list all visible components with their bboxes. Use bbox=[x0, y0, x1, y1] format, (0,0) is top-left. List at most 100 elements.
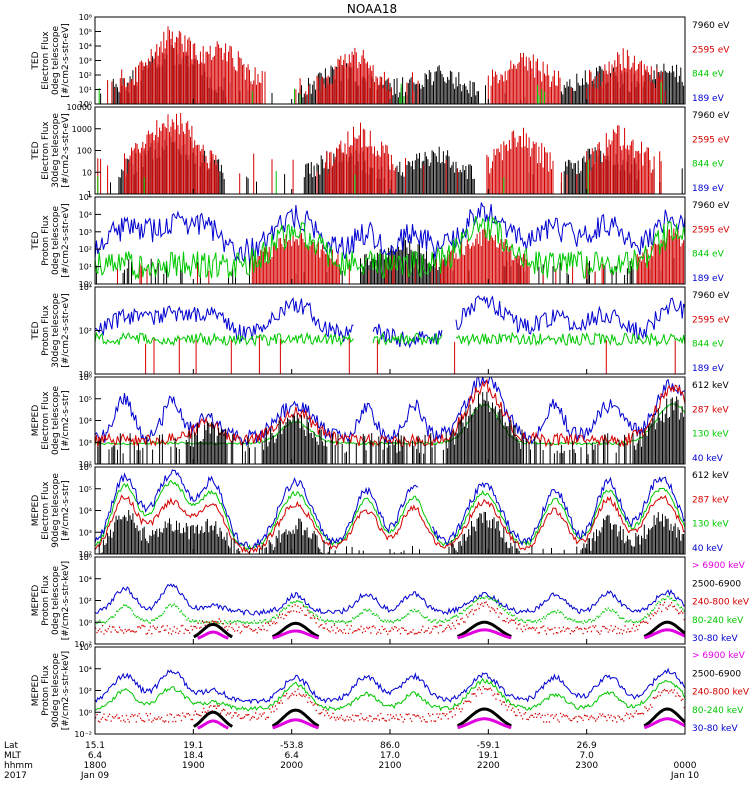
y-axis-label-line: 30deg telescope bbox=[51, 113, 61, 188]
series-2595-ev bbox=[107, 26, 666, 104]
y-axis-label-line: 30deg telescope bbox=[51, 293, 61, 368]
y-axis-label: MEPEDProton Flux0deg telescope[#/cm2-s-s… bbox=[31, 561, 71, 640]
legend-entry: 844 eV bbox=[692, 70, 725, 80]
panel-plot-area bbox=[95, 667, 685, 730]
y-tick-label: 10⁶ bbox=[79, 373, 92, 382]
series-844-ev bbox=[95, 331, 685, 348]
y-tick-label: 10⁴ bbox=[79, 210, 92, 219]
y-tick-label: 10⁰ bbox=[79, 370, 92, 379]
y-tick-label: 10⁰ bbox=[79, 708, 92, 717]
y-axis-label-line: Electron Flux bbox=[41, 481, 51, 540]
y-axis-label-line: TED bbox=[31, 231, 41, 250]
series--6900-kev-hump bbox=[197, 719, 229, 730]
series--6900-kev-hump bbox=[197, 630, 229, 640]
orbit-mlt-value: 6.4 bbox=[285, 751, 300, 761]
x-tick-label: 2100 bbox=[379, 761, 402, 771]
panel-plot-area bbox=[95, 583, 685, 640]
legend-entry: 189 eV bbox=[692, 94, 725, 104]
series-2500-6900-hump bbox=[193, 710, 233, 728]
panel-plot-area bbox=[97, 113, 683, 194]
orbit-lat-value: 26.9 bbox=[577, 741, 597, 751]
y-axis-label-line: [#/cm2-s-str-eV] bbox=[61, 23, 71, 98]
x-tick-date: Jan 09 bbox=[80, 771, 109, 781]
orbit-mlt-value: 19.1 bbox=[478, 751, 498, 761]
series-240-800-kev bbox=[95, 686, 685, 723]
y-tick-label: 10⁴ bbox=[79, 575, 92, 584]
legend-entry: 30-80 keV bbox=[692, 724, 738, 734]
orbit-row-label: 2017 bbox=[4, 771, 27, 781]
series--6900-kev-hump bbox=[643, 628, 685, 640]
x-tick-label: 0000 bbox=[674, 761, 697, 771]
series--6900-kev-hump bbox=[643, 717, 685, 730]
y-tick-label: 10² bbox=[79, 327, 92, 336]
panel-ted-electron-0deg: 10⁰ 10¹ 10² 10³ 10⁴ 10⁵ 10⁶ TEDElectron Flux0de… bbox=[31, 13, 730, 109]
legend-entry: 612 keV bbox=[692, 471, 729, 481]
series-2500-6900-hump bbox=[643, 707, 685, 728]
y-tick-label: 10² bbox=[79, 460, 92, 469]
legend-entry: 844 eV bbox=[692, 340, 725, 350]
y-tick-label: 10⁵ bbox=[79, 395, 92, 404]
panel-ted-proton-30deg: 10⁰ 10² 10⁴ TEDProton Flux30deg telescope[#… bbox=[31, 283, 730, 379]
y-axis-label-line: [#/cm2-s-str-eV] bbox=[61, 113, 71, 188]
y-axis-label-line: Electron Flux bbox=[41, 121, 51, 180]
series-2500-6900-hump bbox=[271, 708, 320, 728]
y-tick-label: 10⁶ bbox=[79, 643, 92, 652]
legend-entry: 189 eV bbox=[692, 274, 725, 284]
y-axis-label-line: Proton Flux bbox=[41, 575, 51, 626]
legend-entry: 287 keV bbox=[692, 495, 729, 505]
orbit-row-label: Lat bbox=[4, 741, 19, 751]
legend-entry: 2595 eV bbox=[692, 45, 730, 55]
panel-plot-area bbox=[95, 469, 685, 554]
y-tick-label: 1000 bbox=[72, 125, 92, 134]
y-tick-label: 10⁻² bbox=[74, 640, 92, 649]
series-2500-6900-hump bbox=[456, 707, 512, 728]
legend-entry: 7960 eV bbox=[692, 291, 730, 301]
series-2500-6900-hump bbox=[456, 620, 512, 638]
orbit-row-label: MLT bbox=[4, 751, 22, 761]
series-30-80-kev bbox=[95, 667, 685, 705]
series-2595-ev bbox=[117, 228, 685, 284]
y-tick-label: 10² bbox=[79, 550, 92, 559]
y-axis-label-line: [#/cm2-s-str-eV] bbox=[61, 203, 71, 278]
legend-entry: 189 eV bbox=[692, 184, 725, 194]
y-axis-label-line: [#/cm2-s-str-keV] bbox=[61, 651, 71, 730]
y-tick-label: 10² bbox=[79, 597, 92, 606]
y-axis-label-line: 0deg telescope bbox=[51, 566, 61, 636]
y-tick-label: 10¹ bbox=[79, 86, 92, 95]
series-2595-ev bbox=[145, 334, 676, 374]
series-80-240-kev bbox=[95, 595, 685, 625]
chart-title: NOAA18 bbox=[347, 2, 397, 16]
y-tick-label: 10⁻² bbox=[74, 730, 92, 739]
legend-entry: 130 keV bbox=[692, 430, 729, 440]
x-tick-label: 2200 bbox=[477, 761, 500, 771]
series-2500-6900-hump bbox=[271, 621, 320, 639]
y-tick-label: 10⁵ bbox=[79, 28, 92, 37]
orbit-lat-value: 15.1 bbox=[85, 741, 105, 751]
legend-entry: 40 keV bbox=[692, 544, 724, 554]
legend-entry: 287 keV bbox=[692, 405, 729, 415]
y-axis-label-line: 0deg telescope bbox=[51, 26, 61, 96]
y-axis-label-line: Electron Flux bbox=[41, 391, 51, 450]
y-axis-label-line: 90deg telescope bbox=[51, 653, 61, 728]
y-tick-label: 10⁴ bbox=[79, 42, 92, 51]
legend-entry: 7960 eV bbox=[692, 201, 730, 211]
series--6900-kev-hump bbox=[457, 628, 512, 640]
y-axis-label-line: MEPED bbox=[31, 405, 41, 437]
series-240-800-kev bbox=[95, 601, 685, 635]
y-tick-label: 10⁴ bbox=[79, 665, 92, 674]
y-tick-label: 10⁴ bbox=[79, 507, 92, 516]
y-tick-label: 10² bbox=[79, 71, 92, 80]
y-tick-label: 1 bbox=[87, 190, 92, 199]
orbit-lat-value: 19.1 bbox=[183, 741, 203, 751]
panel-ted-proton-0deg: 10⁰ 10¹ 10² 10³ 10⁴ 10⁵ TEDProton Flux0deg tel… bbox=[31, 193, 730, 289]
series-130-kev bbox=[95, 479, 685, 551]
series-612-kev bbox=[97, 391, 685, 464]
orbit-row-label: hhmm bbox=[4, 761, 33, 771]
series-40-kev bbox=[95, 469, 685, 550]
y-axis-label-line: [#/cm2-s-str-eV] bbox=[61, 293, 71, 368]
legend-entry: 130 keV bbox=[692, 520, 729, 530]
y-tick-label: 10³ bbox=[79, 228, 92, 237]
y-tick-label: 10² bbox=[79, 245, 92, 254]
legend-entry: 2500-6900 bbox=[692, 669, 741, 679]
